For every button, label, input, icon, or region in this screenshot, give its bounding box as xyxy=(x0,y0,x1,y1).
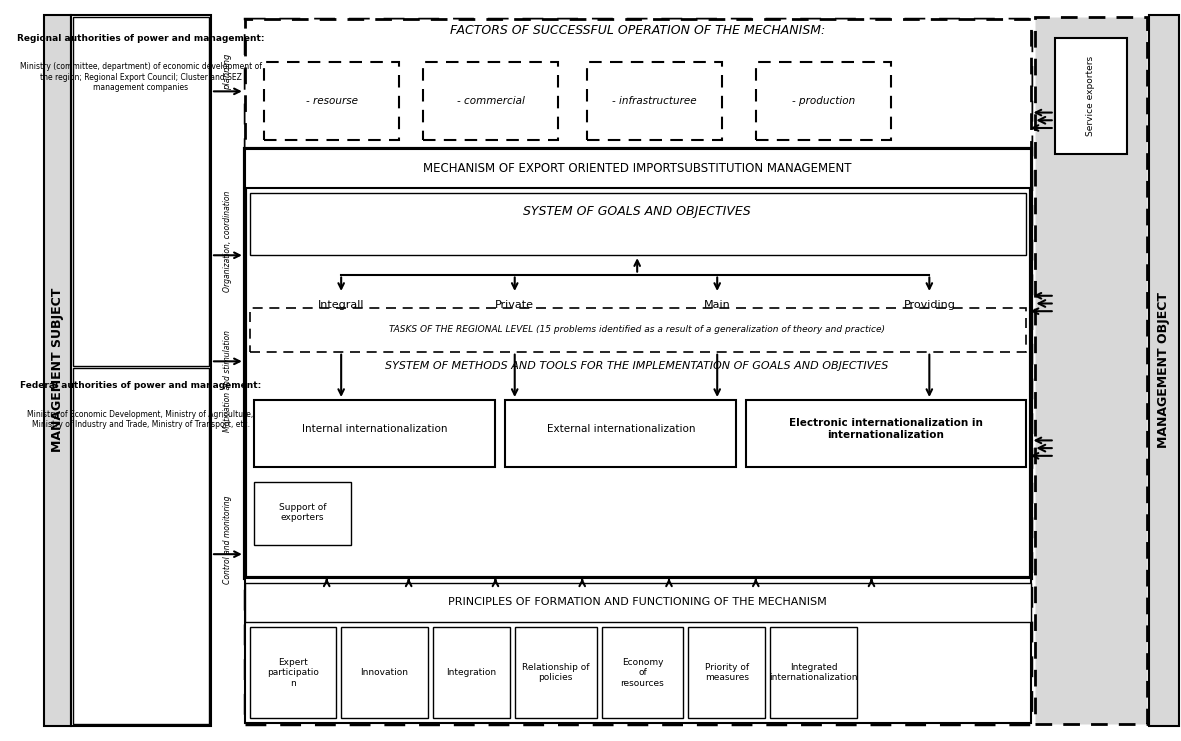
FancyBboxPatch shape xyxy=(244,578,1031,723)
FancyBboxPatch shape xyxy=(244,149,1031,187)
Text: Economy
of
resources: Economy of resources xyxy=(620,658,665,688)
FancyBboxPatch shape xyxy=(341,626,428,718)
Text: Private: Private xyxy=(495,300,534,310)
Text: Integration: Integration xyxy=(446,668,496,677)
Text: - production: - production xyxy=(791,96,855,106)
Text: SYSTEM OF METHODS AND TOOLS FOR THE IMPLEMENTATION OF GOALS AND OBJECTIVES: SYSTEM OF METHODS AND TOOLS FOR THE IMPL… xyxy=(385,361,889,371)
FancyBboxPatch shape xyxy=(601,626,684,718)
Text: Main: Main xyxy=(704,300,731,310)
Text: Integrated
internationalization: Integrated internationalization xyxy=(769,663,857,682)
FancyBboxPatch shape xyxy=(244,19,1031,149)
FancyBboxPatch shape xyxy=(244,149,1031,578)
Text: FACTORS OF SUCCESSFUL OPERATION OF THE MECHANISM:: FACTORS OF SUCCESSFUL OPERATION OF THE M… xyxy=(450,24,824,37)
FancyBboxPatch shape xyxy=(265,62,399,139)
FancyBboxPatch shape xyxy=(432,626,510,718)
Text: Internal internationalization: Internal internationalization xyxy=(302,424,448,433)
FancyBboxPatch shape xyxy=(1055,39,1127,154)
FancyBboxPatch shape xyxy=(244,583,1031,622)
FancyBboxPatch shape xyxy=(249,193,1026,256)
FancyBboxPatch shape xyxy=(249,626,337,718)
Text: Organization, coordination: Organization, coordination xyxy=(223,190,233,291)
Text: PRINCIPLES OF FORMATION AND FUNCTIONING OF THE MECHANISM: PRINCIPLES OF FORMATION AND FUNCTIONING … xyxy=(448,597,827,608)
FancyBboxPatch shape xyxy=(73,368,209,724)
Text: Integrall: Integrall xyxy=(318,300,365,310)
Text: - commercial: - commercial xyxy=(457,96,524,106)
Text: Federal authorities of power and management:: Federal authorities of power and managem… xyxy=(20,381,261,390)
Text: Ministry of Economic Development, Ministry of Agriculture,
Ministry of Industry : Ministry of Economic Development, Minist… xyxy=(27,410,254,429)
Text: Regional authorities of power and management:: Regional authorities of power and manage… xyxy=(17,33,265,42)
Text: - infrastructuree: - infrastructuree xyxy=(612,96,697,106)
Text: Priority of
measures: Priority of measures xyxy=(705,663,749,682)
FancyBboxPatch shape xyxy=(770,626,857,718)
FancyBboxPatch shape xyxy=(249,308,1026,352)
FancyBboxPatch shape xyxy=(254,482,351,545)
Text: planning: planning xyxy=(223,54,233,90)
FancyBboxPatch shape xyxy=(254,400,496,468)
Text: SYSTEM OF GOALS AND OBJECTIVES: SYSTEM OF GOALS AND OBJECTIVES xyxy=(523,205,751,219)
FancyBboxPatch shape xyxy=(73,17,209,366)
Text: Electronic internationalization in
internationalization: Electronic internationalization in inter… xyxy=(789,418,983,439)
Text: Providing: Providing xyxy=(903,300,955,310)
FancyBboxPatch shape xyxy=(1036,17,1147,724)
Text: Expert
participatio
n: Expert participatio n xyxy=(267,658,319,688)
FancyBboxPatch shape xyxy=(746,400,1026,468)
Text: Support of
exporters: Support of exporters xyxy=(279,503,326,522)
FancyBboxPatch shape xyxy=(689,626,765,718)
Text: - resourse: - resourse xyxy=(306,96,358,106)
Text: TASKS OF THE REGIONAL LEVEL (15 problems identified as a result of a generalizat: TASKS OF THE REGIONAL LEVEL (15 problems… xyxy=(390,325,886,334)
FancyBboxPatch shape xyxy=(587,62,722,139)
Text: Control and monitoring: Control and monitoring xyxy=(223,496,233,584)
FancyBboxPatch shape xyxy=(1149,15,1179,726)
FancyBboxPatch shape xyxy=(44,15,71,726)
Text: Relationship of
policies: Relationship of policies xyxy=(522,663,589,682)
FancyBboxPatch shape xyxy=(756,62,890,139)
Text: Innovation: Innovation xyxy=(360,668,409,677)
Text: Ministry (committee, department) of economic development of
the region; Regional: Ministry (committee, department) of econ… xyxy=(20,62,262,92)
Text: MANAGEMENT SUBJECT: MANAGEMENT SUBJECT xyxy=(51,288,64,452)
Text: Motivation and stimulation: Motivation and stimulation xyxy=(223,330,233,431)
FancyBboxPatch shape xyxy=(505,400,737,468)
FancyBboxPatch shape xyxy=(423,62,559,139)
Text: External internationalization: External internationalization xyxy=(547,424,696,433)
Text: Service exporters: Service exporters xyxy=(1085,56,1095,136)
FancyBboxPatch shape xyxy=(71,15,211,726)
Text: MECHANISM OF EXPORT ORIENTED IMPORTSUBSTITUTION MANAGEMENT: MECHANISM OF EXPORT ORIENTED IMPORTSUBST… xyxy=(423,162,852,175)
Text: MANAGEMENT OBJECT: MANAGEMENT OBJECT xyxy=(1157,292,1170,448)
FancyBboxPatch shape xyxy=(515,626,596,718)
